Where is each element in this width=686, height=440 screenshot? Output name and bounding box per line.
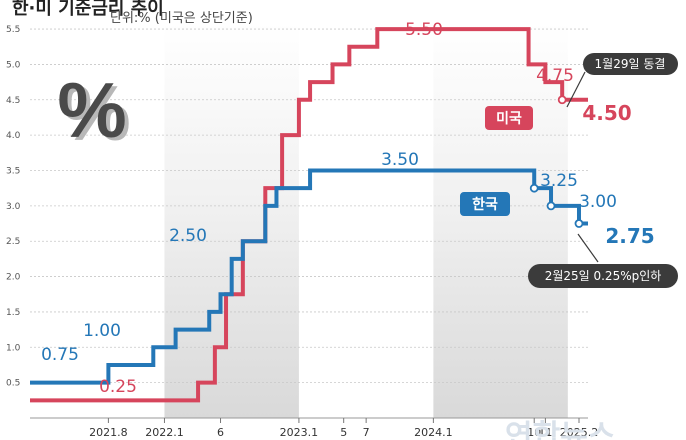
x-tick-6: 6 xyxy=(217,426,224,439)
x-tick-5: 5 xyxy=(340,426,347,439)
y-tick-3.5: 3.5 xyxy=(6,167,20,177)
y-tick-0.5: 0.5 xyxy=(6,379,20,389)
y-tick-1.0: 1.0 xyxy=(6,343,21,353)
series-line-kr xyxy=(30,168,588,385)
y-tick-2.0: 2.0 xyxy=(6,273,21,283)
y-tick-2.5: 2.5 xyxy=(6,237,20,247)
kr-label-3.50: 3.50 xyxy=(381,150,419,170)
svg-text:%: % xyxy=(61,69,130,157)
kr-tag: 한국 xyxy=(460,192,510,216)
unit-label: 단위:% (미국은 상단기준) xyxy=(110,11,253,26)
y-tick-4.5: 4.5 xyxy=(6,96,20,106)
marker-kr-1 xyxy=(546,201,556,211)
annotation-kr-cut: 2월25일 0.25%p인하 xyxy=(528,233,678,288)
kr-label-2.50: 2.50 xyxy=(169,226,207,246)
y-tick-3.0: 3.0 xyxy=(6,202,21,212)
x-tick-2025.2: 2025.2 xyxy=(560,426,599,439)
us-label-4.50: 4.50 xyxy=(582,101,631,125)
x-tick-2021.8: 2021.8 xyxy=(89,426,128,439)
annotation-us-hold: 1월29일 동결 xyxy=(566,53,678,108)
marker-kr-0 xyxy=(529,183,539,193)
kr-label-0.75: 0.75 xyxy=(41,345,79,365)
svg-text:미국: 미국 xyxy=(496,111,522,127)
x-tick-7: 7 xyxy=(363,426,370,439)
year-bands xyxy=(164,22,568,418)
kr-label-3.25: 3.25 xyxy=(540,171,578,191)
us-label-4.75: 4.75 xyxy=(536,66,574,86)
series-lines xyxy=(30,27,588,403)
x-tick-2023.1: 2023.1 xyxy=(280,426,319,439)
us-label-5.50: 5.50 xyxy=(405,20,443,40)
svg-text:%: % xyxy=(57,66,126,154)
series-markers xyxy=(529,95,584,228)
marker-kr-2 xyxy=(574,219,584,228)
svg-text:한국: 한국 xyxy=(472,197,498,213)
us-label-0.25: 0.25 xyxy=(99,377,137,397)
kr-label-2.75: 2.75 xyxy=(605,224,654,248)
y-tick-5.5: 5.5 xyxy=(6,25,20,35)
kr-label-1.00: 1.00 xyxy=(83,321,121,341)
kr-label-3.00: 3.00 xyxy=(579,192,617,212)
x-tick-2024.1: 2024.1 xyxy=(414,426,453,439)
percent-icon: % % xyxy=(57,66,130,157)
y-axis-ticks: 0.5 1.0 1.5 2.0 2.5 3.0 3.5 4.0 4.5 5.0 5.5 xyxy=(6,25,21,389)
watermark: 연합뉴스 xyxy=(505,419,615,440)
marker-us-0 xyxy=(557,95,567,105)
svg-text:2월25일 0.25%p인하: 2월25일 0.25%p인하 xyxy=(545,269,662,283)
y-tick-1.5: 1.5 xyxy=(6,308,20,318)
y-tick-4.0: 4.0 xyxy=(6,131,21,141)
series-line-us xyxy=(30,27,588,403)
chart-title: 한·미 기준금리 추이 xyxy=(12,0,164,19)
x-tick-11: 11 xyxy=(538,426,552,439)
year-band-1 xyxy=(433,22,568,418)
x-tick-2022.1: 2022.1 xyxy=(145,426,184,439)
year-band-0 xyxy=(164,22,299,418)
y-tick-5.0: 5.0 xyxy=(6,60,21,70)
svg-text:1월29일 동결: 1월29일 동결 xyxy=(595,57,666,71)
us-tag: 미국 xyxy=(485,106,533,130)
x-tick-10: 10 xyxy=(527,426,541,439)
